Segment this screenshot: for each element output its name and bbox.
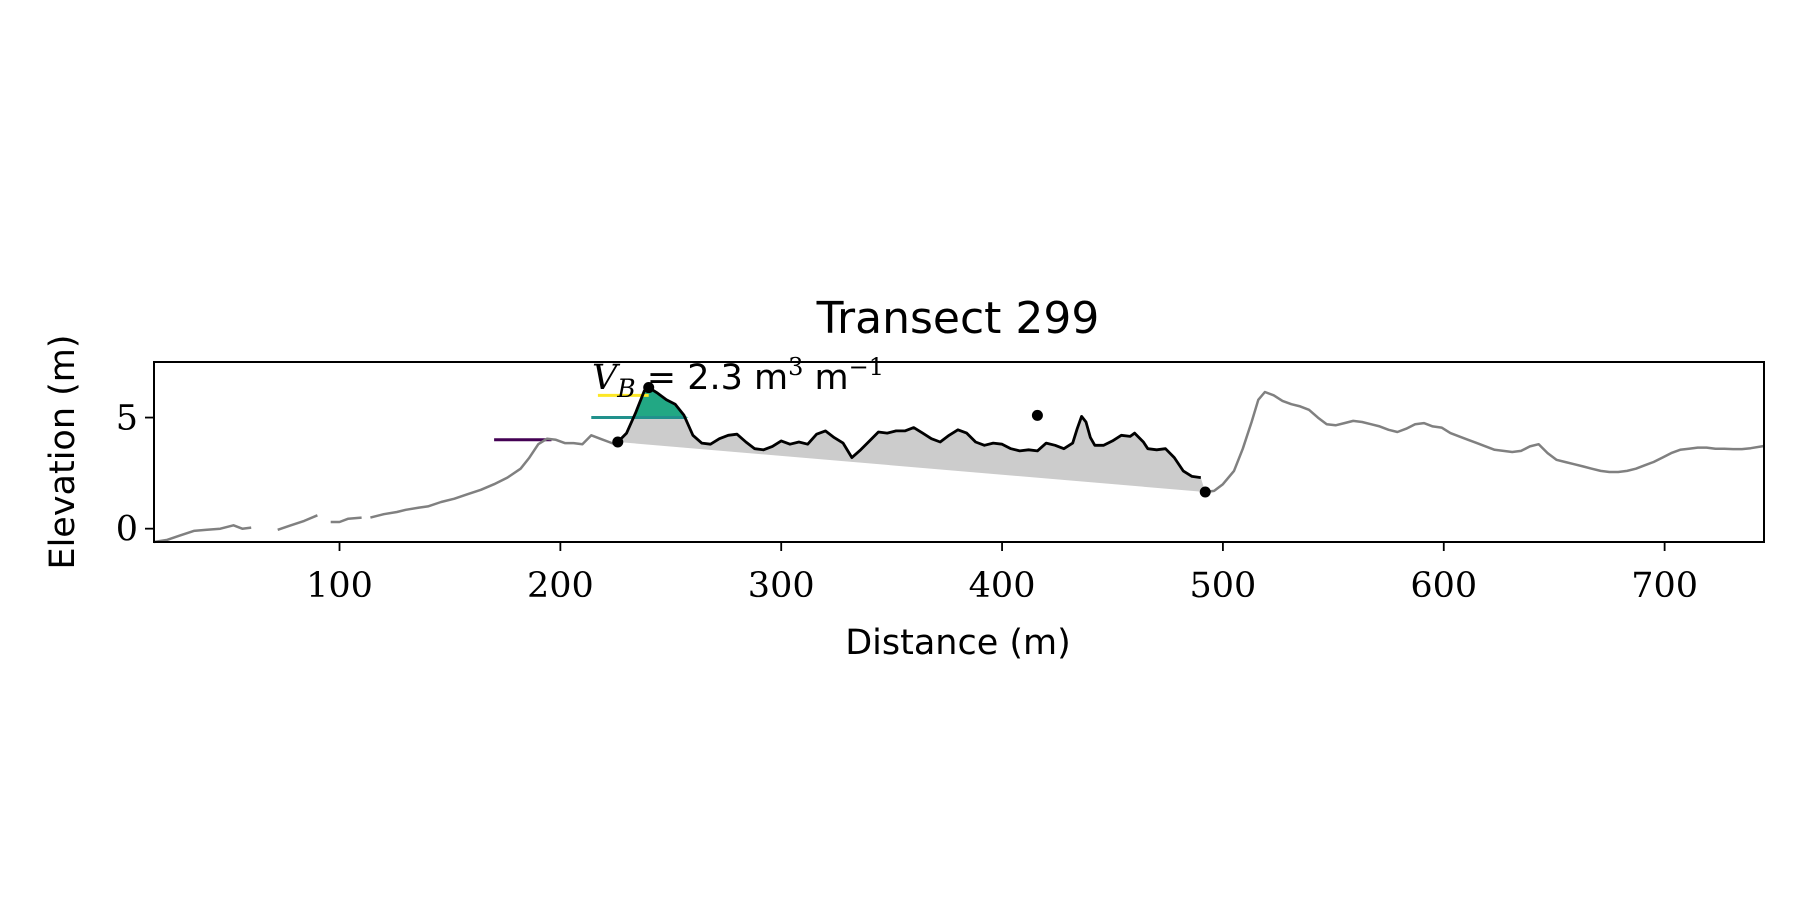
profile-segment-3 xyxy=(370,434,619,519)
annotation-sup-3: 3 xyxy=(788,353,803,381)
heel-marker xyxy=(1199,486,1211,498)
annotation-sup-neg1: −1 xyxy=(849,353,884,381)
annotation-symbol: V xyxy=(592,358,621,398)
annotation-unit: m xyxy=(803,358,848,398)
y-axis-label: Elevation (m) xyxy=(43,334,83,569)
y-tick-label-0: 0 xyxy=(116,510,138,550)
dune-volume-area xyxy=(617,387,1206,492)
chart-title: Transect 299 xyxy=(816,293,1100,344)
x-tick-label-500: 500 xyxy=(1190,566,1257,606)
annotation-subscript: B xyxy=(616,374,635,403)
x-tick-label-300: 300 xyxy=(748,566,815,606)
plot-area xyxy=(153,382,1765,544)
x-tick-label-600: 600 xyxy=(1410,566,1477,606)
profile-segment-0 xyxy=(153,524,252,544)
profile-segment-4 xyxy=(1205,390,1765,494)
secondary-crest-marker xyxy=(1031,409,1043,421)
x-tick-label-200: 200 xyxy=(527,566,594,606)
profile-segment-2 xyxy=(330,516,362,524)
toe-marker xyxy=(612,436,624,448)
profile-segment-1 xyxy=(277,514,318,531)
crest-marker xyxy=(643,382,655,394)
x-tick-label-400: 400 xyxy=(969,566,1036,606)
y-tick-label-5: 5 xyxy=(116,399,138,439)
x-tick-label-100: 100 xyxy=(306,566,373,606)
dune-profile-line xyxy=(616,386,1201,479)
plot-frame xyxy=(153,361,1765,543)
axis-ticks: 100 200 300 400 500 600 700 0 5 xyxy=(116,399,1698,606)
x-tick-label-700: 700 xyxy=(1631,566,1698,606)
volume-annotation: VB = 2.3 m3 m−1 xyxy=(592,353,884,403)
annotation-value: = 2.3 m xyxy=(636,358,788,398)
x-axis-label: Distance (m) xyxy=(845,623,1071,663)
